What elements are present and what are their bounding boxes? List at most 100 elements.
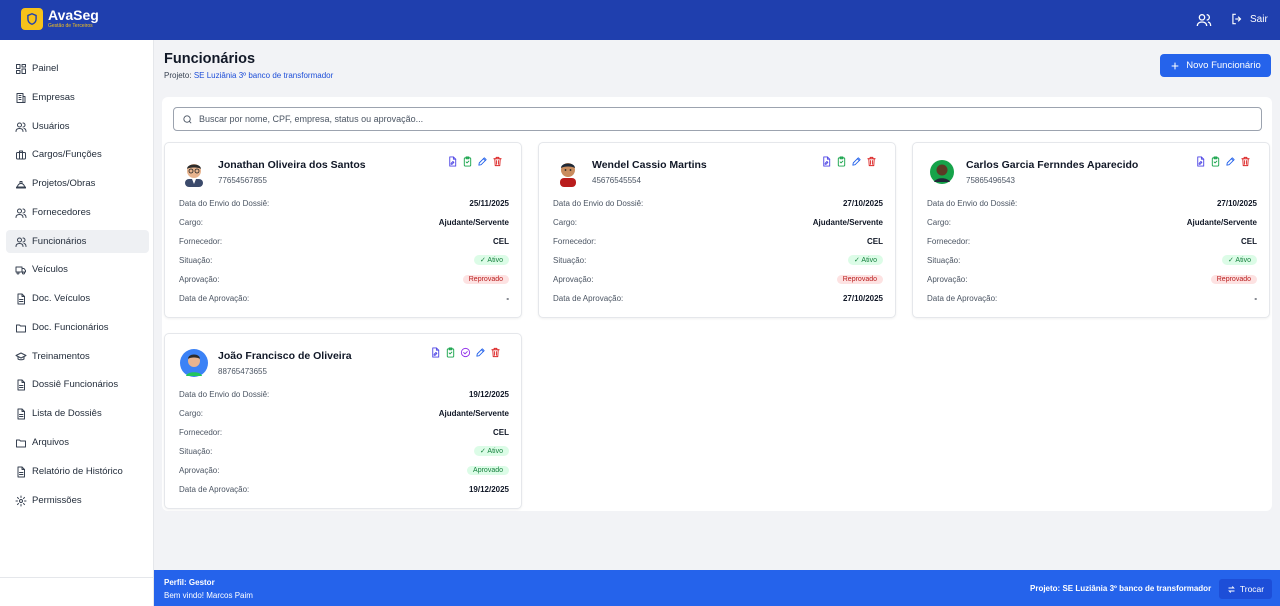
- field-row-envio: Data do Envio do Dossiê: 25/11/2025: [179, 197, 509, 209]
- trash-icon[interactable]: [866, 156, 877, 167]
- sidebar-item-doc-veiculos[interactable]: Doc. Veículos: [6, 287, 149, 310]
- field-label: Data do Envio do Dossiê:: [179, 389, 270, 399]
- employee-card: Carlos Garcia Fernndes Aparecido 75865496…: [912, 142, 1270, 318]
- field-label: Aprovação:: [927, 274, 968, 284]
- field-value: CEL: [493, 427, 509, 437]
- field-row-data-aprovacao: Data de Aprovação: 27/10/2025: [553, 292, 883, 304]
- folder-icon: [15, 322, 27, 334]
- sidebar: [0, 40, 154, 606]
- logout-label: Sair: [1250, 13, 1268, 25]
- sidebar-item-funcionarios[interactable]: Funcionários: [6, 230, 149, 253]
- employee-card: João Francisco de Oliveira 88765473655 Dat…: [164, 333, 522, 509]
- field-label: Aprovação:: [179, 274, 220, 284]
- clipboard-check-icon[interactable]: [445, 347, 456, 358]
- trash-icon[interactable]: [1240, 156, 1251, 167]
- card-actions: [447, 156, 503, 167]
- field-value: 27/10/2025: [842, 293, 883, 303]
- sidebar-item-relatorio-de-historico[interactable]: Relatório de Histórico: [6, 460, 149, 483]
- project-prefix: Projeto:: [164, 71, 192, 80]
- field-label: Fornecedor:: [179, 427, 223, 437]
- sidebar-item-dossie-funcionarios[interactable]: Dossiê Funcionários: [6, 373, 149, 396]
- sidebar-item-lista-de-dossies[interactable]: Lista de Dossiês: [6, 402, 149, 425]
- page-title: Funcionários: [164, 51, 256, 67]
- switch-project-button[interactable]: Trocar: [1219, 579, 1272, 599]
- trash-icon[interactable]: [492, 156, 503, 167]
- sidebar-item-arquivos[interactable]: Arquivos: [6, 431, 149, 454]
- pencil-icon[interactable]: [1225, 156, 1236, 167]
- field-row-aprovacao: Aprovação: Reprovado: [553, 273, 883, 285]
- document-edit-icon[interactable]: [1195, 156, 1206, 167]
- employee-cpf: 88765473655: [218, 367, 267, 376]
- sidebar-item-painel[interactable]: Painel: [6, 57, 149, 80]
- sidebar-item-permissoes[interactable]: Permissões: [6, 489, 149, 512]
- field-row-envio: Data do Envio do Dossiê: 27/10/2025: [553, 197, 883, 209]
- field-row-fornecedor: Fornecedor: CEL: [179, 235, 509, 247]
- field-label: Data de Aprovação:: [179, 484, 250, 494]
- clipboard-check-icon[interactable]: [1210, 156, 1221, 167]
- approval-badge: Reprovado: [836, 274, 883, 284]
- field-row-data-aprovacao: Data de Aprovação: 19/12/2025: [179, 483, 509, 495]
- document-edit-icon[interactable]: [447, 156, 458, 167]
- users-icon: [15, 236, 27, 248]
- field-label: Data do Envio do Dossiê:: [553, 198, 644, 208]
- gear-icon: [15, 495, 27, 507]
- field-row-envio: Data do Envio do Dossiê: 27/10/2025: [927, 197, 1257, 209]
- search-input[interactable]: [199, 114, 1239, 124]
- sidebar-item-empresas[interactable]: Empresas: [6, 86, 149, 109]
- document-edit-icon[interactable]: [821, 156, 832, 167]
- search-icon: [183, 114, 192, 123]
- project-name-link[interactable]: SE Luziânia 3º banco de transformador: [193, 71, 334, 80]
- top-header: AvaSeg Gestão de Terceiros Sair: [0, 0, 1280, 40]
- field-row-situacao: Situação: ✓ Ativo: [179, 254, 509, 266]
- sidebar-item-label: Cargos/Funções: [32, 149, 102, 160]
- circle-check-icon[interactable]: [460, 347, 471, 358]
- avatar: [553, 157, 583, 187]
- field-value: CEL: [867, 236, 883, 246]
- sidebar-item-veiculos[interactable]: Veículos: [6, 258, 149, 281]
- pencil-icon[interactable]: [475, 347, 486, 358]
- sidebar-item-label: Usuários: [32, 121, 70, 132]
- users-icon: [15, 121, 27, 133]
- employee-card: Jonathan Oliveira dos Santos 77654567855 D…: [164, 142, 522, 318]
- sidebar-item-label: Relatório de Histórico: [32, 466, 123, 477]
- card-actions: [430, 347, 501, 358]
- field-row-fornecedor: Fornecedor: CEL: [553, 235, 883, 247]
- trash-icon[interactable]: [490, 347, 501, 358]
- field-row-cargo: Cargo: Ajudante/Servente: [553, 216, 883, 228]
- document-edit-icon[interactable]: [430, 347, 441, 358]
- employee-cpf: 77654567855: [218, 176, 267, 185]
- users-icon: [15, 207, 27, 219]
- field-value: Ajudante/Servente: [438, 408, 509, 418]
- search-box[interactable]: [173, 107, 1262, 131]
- sidebar-item-label: Empresas: [32, 92, 75, 103]
- logout-button[interactable]: Sair: [1230, 12, 1268, 26]
- briefcase-icon: [15, 149, 27, 161]
- app-title: AvaSeg: [48, 7, 99, 23]
- field-row-data-aprovacao: Data de Aprovação: -: [927, 292, 1257, 304]
- clipboard-check-icon[interactable]: [462, 156, 473, 167]
- footer-bar: Perfil: Gestor Bem vindo! Marcos Paim Pr…: [154, 570, 1280, 606]
- sidebar-item-doc-funcionarios[interactable]: Doc. Funcionários: [6, 316, 149, 339]
- field-value: 27/10/2025: [1216, 198, 1257, 208]
- status-badge: ✓ Ativo: [848, 255, 883, 265]
- employee-name: João Francisco de Oliveira: [218, 350, 352, 362]
- field-label: Fornecedor:: [179, 236, 223, 246]
- sidebar-item-usuarios[interactable]: Usuários: [6, 115, 149, 138]
- sidebar-item-label: Permissões: [32, 495, 82, 506]
- sidebar-item-label: Painel: [32, 63, 59, 74]
- employee-cpf: 75865496543: [966, 176, 1015, 185]
- sidebar-divider: [0, 577, 154, 578]
- sidebar-item-projetos-obras[interactable]: Projetos/Obras: [6, 172, 149, 195]
- footer-profile: Perfil: Gestor: [164, 578, 215, 587]
- new-employee-button[interactable]: Novo Funcionário: [1160, 54, 1271, 77]
- users-icon[interactable]: [1196, 12, 1212, 33]
- clipboard-check-icon[interactable]: [836, 156, 847, 167]
- field-row-aprovacao: Aprovação: Reprovado: [179, 273, 509, 285]
- sidebar-item-cargos-funcoes[interactable]: Cargos/Funções: [6, 143, 149, 166]
- field-value: Ajudante/Servente: [438, 217, 509, 227]
- pencil-icon[interactable]: [851, 156, 862, 167]
- sidebar-item-fornecedores[interactable]: Fornecedores: [6, 201, 149, 224]
- pencil-icon[interactable]: [477, 156, 488, 167]
- field-label: Cargo:: [927, 217, 952, 227]
- sidebar-item-treinamentos[interactable]: Treinamentos: [6, 345, 149, 368]
